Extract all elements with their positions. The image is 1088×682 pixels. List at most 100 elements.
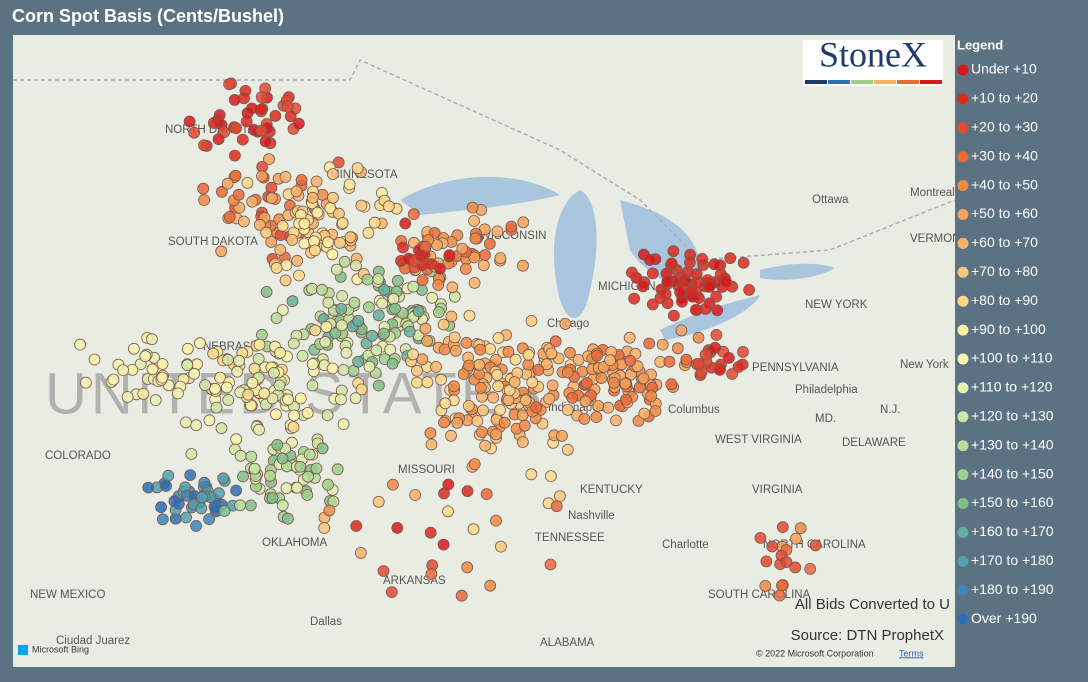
location-dot — [602, 401, 615, 414]
legend-label: +140 to +150 — [971, 465, 1054, 481]
location-dot — [446, 281, 459, 294]
location-dot — [432, 279, 445, 291]
location-dot — [236, 133, 249, 146]
location-dot — [288, 409, 300, 422]
location-dot — [234, 449, 247, 462]
location-dot — [230, 122, 243, 135]
location-dot — [260, 226, 273, 239]
location-dot — [665, 257, 678, 270]
location-dot — [330, 263, 343, 276]
legend-label: +70 to +80 — [971, 263, 1038, 279]
bing: Microsoft Bing — [32, 644, 89, 654]
location-dot — [684, 256, 696, 269]
location-dot — [809, 539, 822, 552]
location-dot — [431, 239, 444, 251]
location-dot — [461, 485, 474, 498]
copyright: © 2022 Microsoft Corporation — [756, 648, 874, 658]
location-dot — [592, 400, 605, 412]
location-dot — [710, 328, 723, 341]
location-dot — [382, 200, 395, 213]
location-dot — [315, 283, 328, 296]
location-dot — [387, 293, 400, 305]
location-dot — [340, 346, 353, 359]
legend-label: Over +190 — [971, 610, 1037, 626]
location-dot — [199, 379, 212, 392]
location-dot — [221, 177, 234, 190]
legend-swatch — [957, 180, 969, 192]
legend-label: +50 to +60 — [971, 205, 1038, 221]
location-dot — [292, 117, 305, 130]
location-dot — [407, 348, 419, 361]
location-dot — [215, 422, 228, 435]
location-dot — [321, 409, 334, 422]
terms-link[interactable]: Terms — [899, 648, 924, 658]
location-dot — [184, 469, 197, 482]
location-dot — [351, 162, 364, 175]
location-dot — [207, 347, 220, 360]
location-dot — [432, 306, 445, 319]
location-dot — [188, 126, 201, 139]
location-dot — [667, 245, 680, 258]
location-dot — [477, 259, 490, 272]
location-dot — [269, 408, 282, 421]
location-dot — [711, 304, 724, 317]
location-dot — [246, 376, 259, 389]
location-dot — [690, 303, 702, 316]
location-dot — [326, 168, 339, 181]
location-dot — [456, 242, 469, 255]
dots — [74, 77, 822, 602]
location-dot — [737, 256, 750, 269]
location-dot — [207, 117, 220, 129]
location-dot — [286, 233, 299, 246]
location-dot — [203, 513, 216, 526]
map-label: Ciudad Juarez — [56, 635, 130, 647]
location-dot — [287, 337, 300, 350]
location-dot — [554, 490, 566, 503]
location-dot — [490, 428, 503, 441]
legend-label: +30 to +40 — [971, 147, 1038, 163]
location-dot — [276, 304, 289, 317]
location-dot — [267, 366, 280, 379]
location-dot — [532, 363, 545, 376]
legend-swatch — [957, 93, 969, 105]
location-dot — [281, 512, 294, 525]
location-dot — [623, 331, 636, 344]
location-dot — [282, 393, 295, 406]
location-dot — [516, 436, 529, 449]
location-dot — [556, 429, 568, 442]
location-dot — [595, 372, 608, 385]
location-dot — [355, 383, 368, 396]
location-dot — [543, 392, 556, 405]
location-dot — [442, 505, 454, 518]
location-dot — [643, 337, 656, 350]
location-dot — [265, 236, 278, 248]
legend-label: +80 to +90 — [971, 292, 1038, 308]
location-dot — [794, 522, 807, 535]
legend-swatch — [957, 382, 969, 394]
location-dot — [561, 443, 574, 456]
location-dot — [474, 381, 487, 394]
location-dot — [266, 392, 279, 405]
lake-superior — [400, 176, 560, 215]
location-dot — [546, 379, 559, 392]
location-dot — [181, 359, 194, 372]
map-label: MD. — [815, 413, 836, 425]
logo-stripe — [874, 80, 896, 84]
location-dot — [699, 348, 712, 361]
map-label: KENTUCKY — [580, 484, 643, 496]
location-dot — [348, 296, 361, 309]
location-dot — [229, 169, 242, 182]
map-label: COLORADO — [45, 450, 111, 462]
location-dot — [244, 499, 257, 512]
map-label: Philadelphia — [795, 384, 858, 396]
location-dot — [301, 407, 314, 419]
location-dot — [273, 379, 286, 392]
location-dot — [362, 301, 375, 314]
location-dot — [438, 416, 450, 429]
location-dot — [494, 404, 507, 416]
map-label: TENNESSEE — [535, 532, 605, 544]
location-dot — [692, 331, 705, 344]
location-dot — [461, 561, 474, 574]
location-dot — [270, 261, 283, 274]
